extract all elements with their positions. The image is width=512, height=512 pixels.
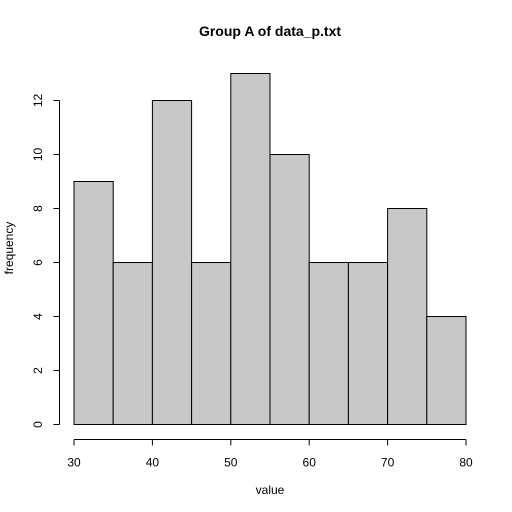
- bar-60-65: [308, 262, 349, 425]
- y-tick-label-8: 8: [31, 205, 45, 212]
- bar-50-55: [230, 73, 271, 425]
- y-tick-label-12: 12: [31, 94, 45, 108]
- bar-45-50: [191, 262, 232, 425]
- bar-65-70: [347, 262, 389, 425]
- y-axis: 0 2 4 6 8 10 12: [31, 94, 60, 428]
- y-tick-label-10: 10: [31, 148, 45, 162]
- bars-group: [73, 73, 467, 425]
- bar-30-35: [73, 181, 114, 425]
- x-tick-label-40: 40: [146, 456, 160, 470]
- bar-35-40: [112, 262, 153, 425]
- y-tick-label-6: 6: [31, 259, 45, 266]
- bar-70-75: [387, 208, 428, 425]
- bar-55-60: [269, 154, 310, 425]
- y-tick-label-0: 0: [31, 421, 45, 428]
- x-axis-label: value: [256, 483, 285, 497]
- y-tick-label-4: 4: [31, 313, 45, 320]
- x-axis: 30 40 50 60 70 80: [67, 439, 473, 470]
- y-tick-label-2: 2: [31, 367, 45, 374]
- y-axis-label: frequency: [2, 222, 16, 275]
- chart-title: Group A of data_p.txt: [199, 23, 341, 39]
- x-tick-label-70: 70: [381, 456, 395, 470]
- x-tick-label-50: 50: [224, 456, 238, 470]
- x-tick-label-30: 30: [67, 456, 81, 470]
- x-tick-label-60: 60: [303, 456, 317, 470]
- bar-40-45: [151, 100, 193, 425]
- bar-75-80: [426, 316, 467, 425]
- x-tick-label-80: 80: [459, 456, 473, 470]
